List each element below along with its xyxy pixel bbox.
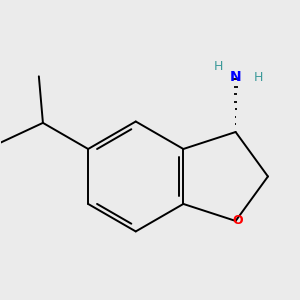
Text: H: H	[214, 59, 223, 73]
Text: O: O	[232, 214, 243, 227]
Text: H: H	[253, 70, 263, 83]
Text: N: N	[230, 70, 242, 84]
